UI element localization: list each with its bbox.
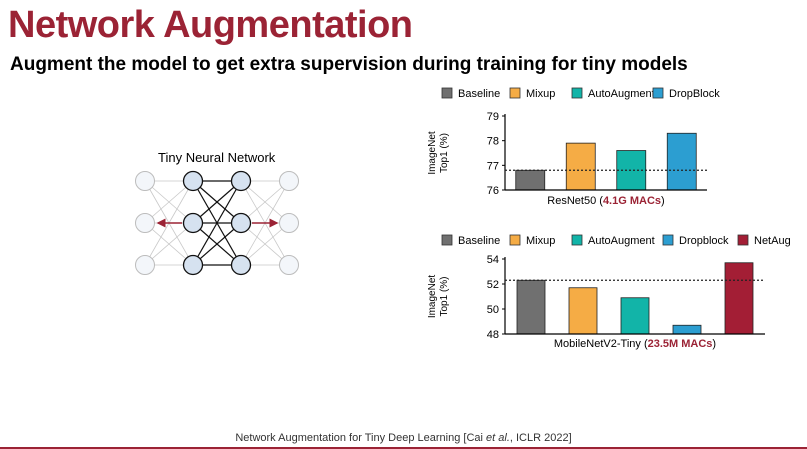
resnet50-bar-chart: Baseline Mixup AutoAugment DropBlock ImageNe… bbox=[427, 87, 720, 207]
legend-label: Baseline bbox=[458, 88, 500, 100]
y-tick-label: 76 bbox=[487, 185, 499, 197]
bar-dropblock bbox=[672, 324, 702, 335]
mobilenetv2-bar-chart: Baseline Mixup AutoAugment Dropblock NetAug I… bbox=[427, 234, 791, 350]
footer-divider bbox=[0, 447, 807, 449]
legend-swatch bbox=[571, 234, 583, 246]
bar-mixup bbox=[568, 287, 598, 335]
legend-label: AutoAugment bbox=[588, 88, 655, 100]
bar-dropblock bbox=[666, 132, 697, 191]
y-axis-label: Top1 (%) bbox=[439, 276, 450, 316]
x-axis-label: MobileNetV2-Tiny (23.5M MACs) bbox=[554, 338, 716, 350]
tiny-neural-network-diagram bbox=[135, 170, 299, 276]
citation-suffix: , ICLR 2022] bbox=[509, 432, 572, 444]
y-tick-label: 50 bbox=[487, 304, 499, 316]
legend-label: Mixup bbox=[526, 88, 555, 100]
bar-baseline bbox=[516, 279, 546, 335]
legend-label: DropBlock bbox=[669, 88, 720, 100]
augmented-neuron bbox=[279, 171, 299, 191]
y-tick-label: 52 bbox=[487, 279, 499, 291]
core-neuron bbox=[230, 212, 252, 234]
legend-swatch bbox=[509, 87, 521, 99]
y-tick-label: 54 bbox=[487, 254, 499, 266]
y-axis-label: Top1 (%) bbox=[439, 133, 450, 173]
core-neuron bbox=[182, 212, 204, 234]
legend-label: NetAug bbox=[754, 235, 791, 247]
x-axis-label: ResNet50 (4.1G MACs) bbox=[547, 195, 664, 207]
augmented-connection bbox=[240, 180, 290, 224]
legend-label: Baseline bbox=[458, 235, 500, 247]
augmented-neuron bbox=[279, 255, 299, 275]
augmented-connection bbox=[144, 222, 194, 266]
legend-swatch bbox=[571, 87, 583, 99]
legend-label: AutoAugment bbox=[588, 235, 655, 247]
y-tick-label: 79 bbox=[487, 111, 499, 123]
augmented-connection bbox=[144, 180, 194, 224]
slide-subtitle: Augment the model to get extra supervisi… bbox=[10, 54, 688, 75]
core-connection bbox=[192, 180, 242, 224]
bar-autoaugment bbox=[620, 297, 650, 335]
legend-swatch bbox=[509, 234, 521, 246]
citation-prefix: Network Augmentation for Tiny Deep Learn… bbox=[235, 432, 487, 444]
legend-swatch bbox=[441, 87, 453, 99]
augmented-connection bbox=[240, 222, 290, 266]
citation-etal: et al. bbox=[486, 432, 510, 444]
y-axis-label: ImageNet bbox=[427, 275, 438, 319]
core-connection bbox=[192, 180, 242, 266]
legend-swatch bbox=[441, 234, 453, 246]
citation-footer: Network Augmentation for Tiny Deep Learn… bbox=[0, 432, 807, 444]
core-connection bbox=[192, 222, 242, 266]
legend-swatch bbox=[662, 234, 674, 246]
core-neuron bbox=[182, 254, 204, 276]
augmented-neuron bbox=[279, 213, 299, 233]
y-tick-label: 78 bbox=[487, 136, 499, 148]
bar-mixup bbox=[565, 142, 596, 191]
legend-swatch bbox=[737, 234, 749, 246]
diagram-label: Tiny Neural Network bbox=[158, 150, 276, 165]
y-tick-label: 48 bbox=[487, 329, 499, 341]
bar-baseline bbox=[515, 169, 546, 191]
legend-label: Mixup bbox=[526, 235, 555, 247]
core-neuron bbox=[182, 170, 204, 192]
augmented-neuron bbox=[135, 213, 155, 233]
augmented-neuron bbox=[135, 255, 155, 275]
core-neuron bbox=[230, 254, 252, 276]
augmented-neuron bbox=[135, 171, 155, 191]
legend-label: Dropblock bbox=[679, 235, 729, 247]
core-neuron bbox=[230, 170, 252, 192]
slide-title: Network Augmentation bbox=[8, 4, 413, 46]
legend-swatch bbox=[652, 87, 664, 99]
y-tick-label: 77 bbox=[487, 160, 499, 172]
y-axis-label: ImageNet bbox=[427, 131, 438, 175]
bar-netaug bbox=[724, 262, 754, 335]
